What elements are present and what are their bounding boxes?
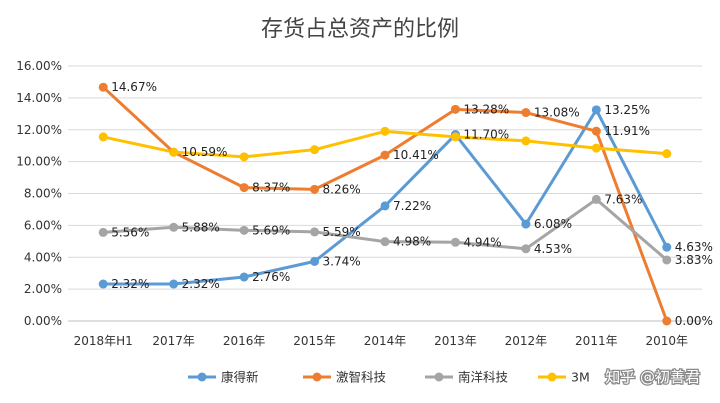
- data-label: 10.59%: [182, 145, 228, 159]
- data-label: 0.00%: [675, 314, 713, 328]
- data-label: 14.67%: [111, 80, 157, 94]
- data-label: 4.53%: [534, 242, 572, 256]
- data-point: [310, 145, 320, 155]
- data-label: 11.70%: [463, 128, 509, 142]
- x-tick-label: 2014年: [364, 334, 407, 348]
- data-point: [169, 279, 179, 289]
- data-point: [239, 272, 249, 282]
- x-tick-label: 2017年: [152, 334, 195, 348]
- data-point: [521, 136, 531, 146]
- y-axis: 0.00% 2.00% 4.00% 6.00% 8.00% 10.00% 12.00% 14.…: [16, 59, 62, 328]
- legend[interactable]: 康得新 激智科技 南洋科技 3M: [188, 370, 590, 385]
- data-point: [521, 108, 531, 118]
- data-label: 13.08%: [534, 106, 580, 120]
- data-label: 8.37%: [252, 181, 290, 195]
- x-tick-label: 2015年: [293, 334, 336, 348]
- y-tick-label: 10.00%: [16, 155, 62, 169]
- data-label: 5.88%: [182, 220, 220, 234]
- legend-swatch-marker: [197, 372, 207, 382]
- data-label: 2.76%: [252, 270, 290, 284]
- data-label: 7.22%: [393, 199, 431, 213]
- data-label: 4.98%: [393, 235, 431, 249]
- data-point: [450, 104, 460, 114]
- y-tick-label: 2.00%: [24, 282, 62, 296]
- data-label: 2.32%: [111, 277, 149, 291]
- series-layer: [98, 82, 672, 326]
- data-label: 4.63%: [675, 240, 713, 254]
- data-point: [662, 316, 672, 326]
- legend-swatch-marker: [547, 372, 557, 382]
- data-label: 5.69%: [252, 223, 290, 237]
- data-label: 11.91%: [604, 124, 650, 138]
- data-label: 5.59%: [323, 225, 361, 239]
- legend-entry[interactable]: 3M: [538, 370, 590, 385]
- data-point: [98, 279, 108, 289]
- data-point: [450, 132, 460, 142]
- data-point: [380, 237, 390, 247]
- x-tick-label: 2013年: [434, 334, 477, 348]
- y-tick-label: 6.00%: [24, 218, 62, 232]
- data-label: 7.63%: [604, 192, 642, 206]
- data-label: 13.25%: [604, 103, 650, 117]
- x-tick-label: 2012年: [505, 334, 548, 348]
- data-point: [98, 82, 108, 92]
- x-tick-label: 2011年: [575, 334, 618, 348]
- data-point: [310, 256, 320, 266]
- data-point: [239, 152, 249, 162]
- data-point: [169, 222, 179, 232]
- data-point: [380, 201, 390, 211]
- x-tick-label: 2016年: [223, 334, 266, 348]
- data-point: [662, 242, 672, 252]
- data-point: [239, 225, 249, 235]
- data-label: 13.28%: [463, 102, 509, 116]
- data-point: [98, 227, 108, 237]
- legend-entry[interactable]: 南洋科技: [425, 370, 509, 385]
- data-point: [450, 237, 460, 247]
- data-label: 10.41%: [393, 148, 439, 162]
- data-point: [591, 194, 601, 204]
- legend-entry[interactable]: 激智科技: [303, 370, 387, 385]
- data-labels: 2.32% 2.32% 2.76% 3.74% 7.22% 11.70% 6.08% 13.2…: [111, 80, 713, 328]
- y-tick-label: 16.00%: [16, 59, 62, 73]
- watermark: 知乎 @初善君: [605, 368, 700, 386]
- legend-label: 康得新: [221, 370, 259, 385]
- x-axis: 2018年H1 2017年 2016年 2015年 2014年 2013年 2012年 201…: [74, 334, 688, 348]
- x-tick-label: 2018年H1: [74, 334, 133, 348]
- legend-label: 激智科技: [336, 370, 387, 385]
- y-tick-label: 12.00%: [16, 123, 62, 137]
- y-tick-label: 0.00%: [24, 314, 62, 328]
- data-point: [310, 184, 320, 194]
- data-label: 5.56%: [111, 225, 149, 239]
- data-point: [521, 219, 531, 229]
- data-point: [239, 183, 249, 193]
- data-point: [169, 147, 179, 157]
- data-point: [591, 143, 601, 153]
- data-point: [380, 150, 390, 160]
- data-label: 4.94%: [463, 235, 501, 249]
- y-tick-label: 8.00%: [24, 187, 62, 201]
- x-tick-label: 2010年: [646, 334, 689, 348]
- data-label: 2.32%: [182, 277, 220, 291]
- y-tick-label: 4.00%: [24, 250, 62, 264]
- data-point: [662, 149, 672, 159]
- data-label: 3.83%: [675, 253, 713, 267]
- data-point: [98, 132, 108, 142]
- legend-entry[interactable]: 康得新: [188, 370, 259, 385]
- legend-swatch-marker: [434, 372, 444, 382]
- legend-label: 南洋科技: [458, 370, 509, 385]
- data-point: [521, 244, 531, 254]
- legend-label: 3M: [571, 370, 590, 385]
- data-point: [310, 227, 320, 237]
- data-point: [591, 105, 601, 115]
- data-label: 6.08%: [534, 217, 572, 231]
- y-tick-label: 14.00%: [16, 91, 62, 105]
- data-point: [591, 126, 601, 136]
- data-point: [662, 255, 672, 265]
- data-label: 3.74%: [323, 254, 361, 268]
- chart-title: 存货占总资产的比例: [261, 17, 459, 42]
- legend-swatch-marker: [312, 372, 322, 382]
- data-label: 8.26%: [323, 182, 361, 196]
- data-point: [380, 126, 390, 136]
